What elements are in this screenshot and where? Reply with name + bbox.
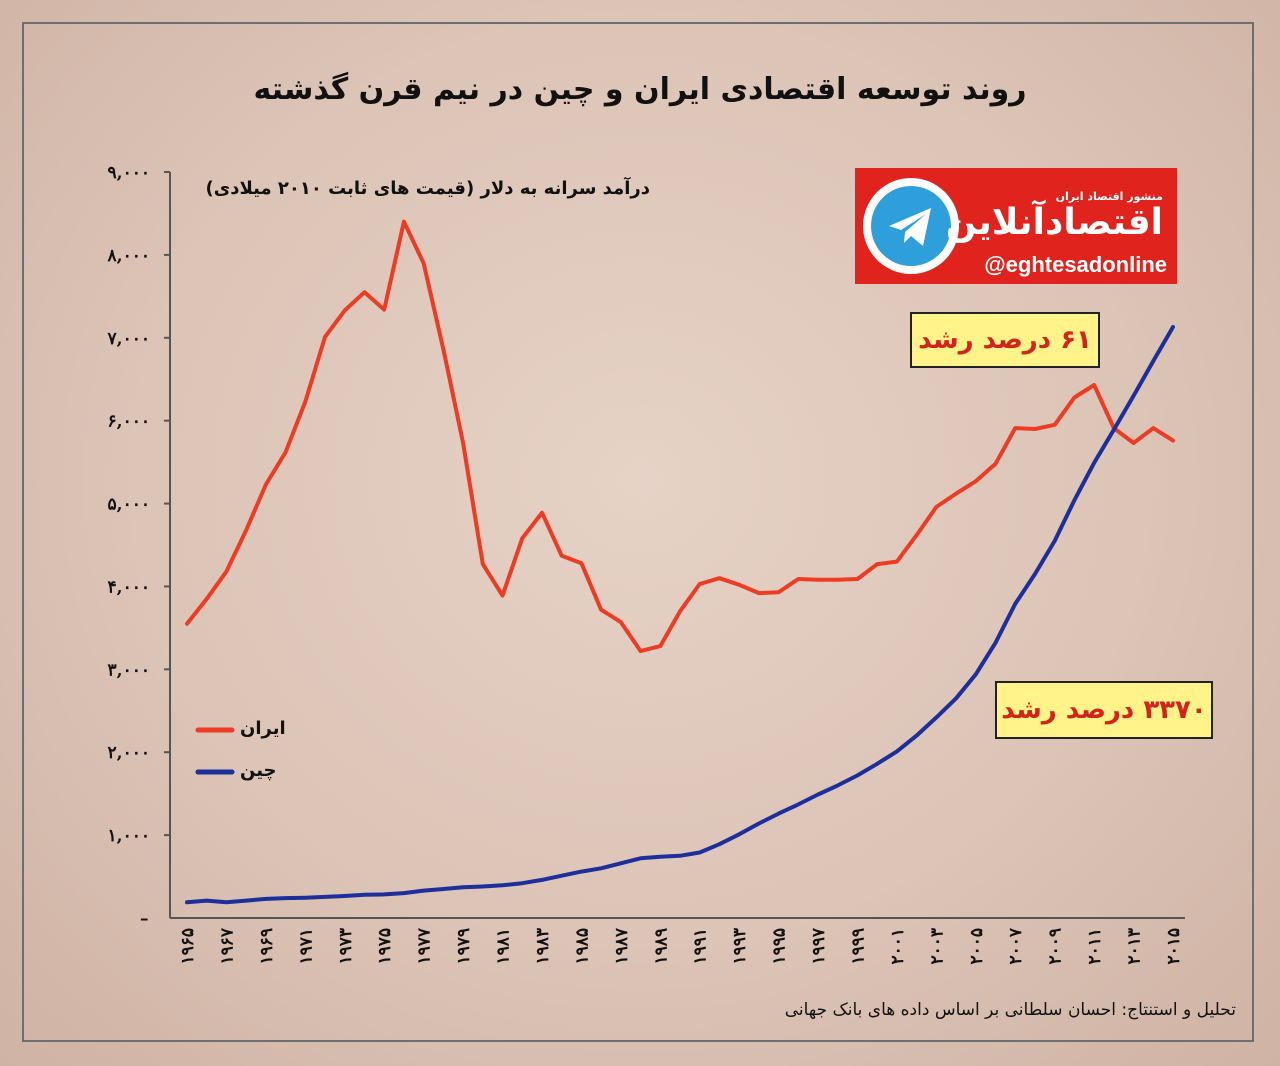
y-tick-label: ۳,۰۰۰ [108, 660, 150, 680]
x-tick-label: ۲۰۰۳ [927, 928, 947, 965]
x-tick-label: ۲۰۱۳ [1125, 928, 1145, 965]
x-tick-label: ۲۰۱۵ [1164, 928, 1184, 965]
x-tick-label: ۲۰۰۷ [1006, 927, 1026, 964]
x-tick-label: ۲۰۰۱ [888, 928, 908, 965]
series-lines [185, 219, 1175, 905]
x-tick-label: ۱۹۸۹ [651, 928, 671, 965]
x-tick-label: ۱۹۶۹ [257, 928, 277, 965]
x-tick-label: ۲۰۰۵ [967, 928, 987, 965]
legend-label-china: چین [240, 760, 277, 781]
brand-logo: منشور اقتصاد ایران اقتصادآنلاین @eghtesa… [855, 168, 1177, 284]
x-tick-label: ۱۹۹۱ [691, 928, 711, 965]
telegram-icon [871, 186, 951, 266]
y-tick-label: ۴,۰۰۰ [108, 577, 150, 597]
y-tick-label: ۱,۰۰۰ [108, 826, 150, 846]
x-ticks: ۱۹۶۵ ۱۹۶۷ ۱۹۶۹ ۱۹۷۱ ۱۹۷۳ ۱۹۷۵ ۱۹۷۷ ۱۹۷۹ ۱۹۸۱ ۱۹۸۳… [178, 927, 1184, 964]
x-tick-label: ۱۹۷۳ [336, 928, 356, 965]
y-tick-label: ۶,۰۰۰ [108, 412, 150, 432]
x-tick-label: ۱۹۷۹ [454, 928, 474, 965]
x-tick-label: ۱۹۶۷ [217, 927, 237, 964]
page-title: روند توسعه اقتصادی ایران و چین در نیم قر… [253, 72, 1027, 107]
y-tick-label: ۷,۰۰۰ [107, 329, 150, 349]
x-tick-label: ۱۹۷۵ [375, 928, 395, 965]
x-tick-label: ۱۹۸۵ [572, 928, 592, 965]
frame-border [22, 22, 1254, 1042]
logo-subtitle: منشور اقتصاد ایران [1055, 190, 1163, 203]
x-tick-label: ۱۹۹۵ [770, 928, 790, 965]
y-tick-label: ۵,۰۰۰ [108, 495, 150, 515]
x-tick-label: ۲۰۱۱ [1085, 928, 1105, 965]
x-tick-label: ۱۹۸۷ [612, 927, 632, 964]
x-tick-label: ۲۰۰۹ [1046, 928, 1066, 965]
legend [195, 727, 235, 775]
y-tick-label: ۸,۰۰۰ [107, 246, 150, 266]
series-line-china [185, 325, 1175, 905]
logo-handle: @eghtesadonline [984, 252, 1167, 277]
x-tick-label: ۱۹۹۹ [848, 928, 868, 965]
china-growth-callout: ۳۳۷۰ درصد رشد [995, 681, 1213, 739]
x-tick-label: ۱۹۹۷ [809, 927, 829, 964]
y-tick-zero-mark: – [140, 909, 149, 929]
telegram-badge [863, 178, 959, 274]
x-tick-label: ۱۹۷۷ [415, 927, 435, 964]
logo-name: اقتصادآنلاین [945, 202, 1164, 243]
y-axis-label: درآمد سرانه به دلار (قیمت های ثابت ۲۰۱۰ … [205, 178, 651, 199]
x-tick-label: ۱۹۷۱ [296, 928, 316, 965]
y-ticks: ۱,۰۰۰ ۲,۰۰۰ ۳,۰۰۰ ۴,۰۰۰ ۵,۰۰۰ ۶,۰۰۰ ۷,۰۰۰ ۸,۰۰۰… [107, 163, 170, 846]
x-tick-label: ۱۹۸۳ [533, 928, 553, 965]
x-tick-label: ۱۹۶۵ [178, 928, 198, 965]
legend-label-iran: ایران [240, 718, 286, 739]
series-line-iran [185, 219, 1175, 654]
x-tick-label: ۱۹۹۳ [730, 928, 750, 965]
iran-growth-callout: ۶۱ درصد رشد [910, 312, 1100, 368]
source-note: تحلیل و استنتاج: احسان سلطانی بر اساس دا… [784, 1000, 1236, 1020]
x-tick-label: ۱۹۸۱ [494, 928, 514, 965]
y-tick-label: ۲,۰۰۰ [108, 743, 150, 763]
y-tick-label: ۹,۰۰۰ [108, 163, 150, 183]
